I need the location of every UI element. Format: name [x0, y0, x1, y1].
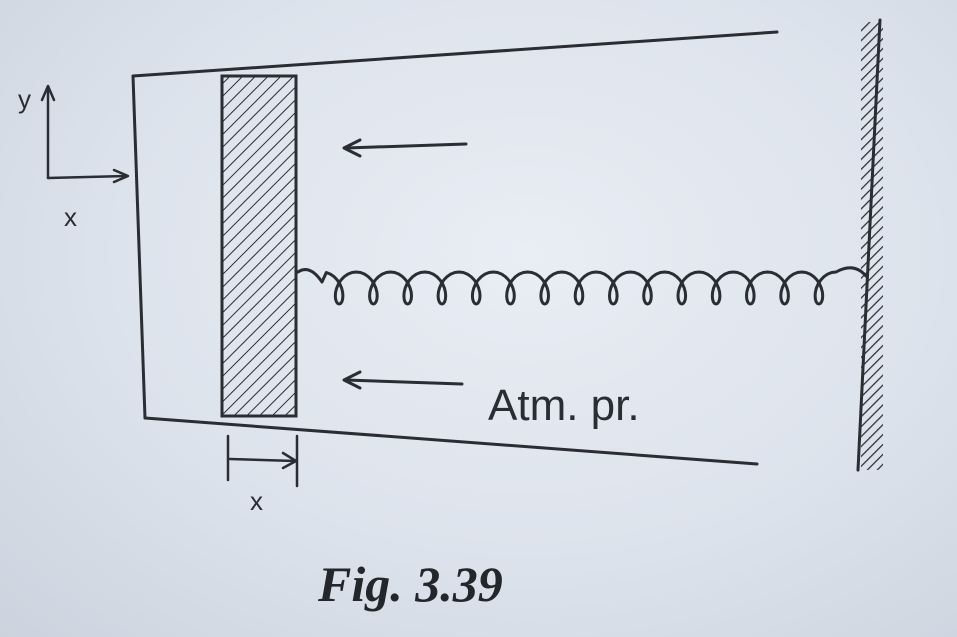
spring — [296, 266, 868, 306]
figure-caption: Fig. 3.39 — [317, 556, 503, 612]
axis-x-label: x — [64, 202, 77, 232]
cylinder-bottom-wall — [143, 416, 759, 466]
displacement-dimension — [226, 434, 299, 488]
atm-pressure-label: Atm. pr. — [488, 381, 640, 430]
axis-y-label: y — [18, 84, 31, 114]
axes-icon — [40, 84, 130, 184]
cylinder-top-wall — [131, 30, 779, 78]
piston — [220, 74, 298, 418]
cylinder-closed-end — [131, 74, 147, 420]
displacement-label: x — [250, 486, 263, 516]
fixed-wall-hatch — [861, 22, 883, 470]
atm-pressure-arrow-icon — [342, 370, 464, 390]
fixed-wall — [856, 18, 882, 472]
left-arrow-icon — [342, 138, 468, 158]
